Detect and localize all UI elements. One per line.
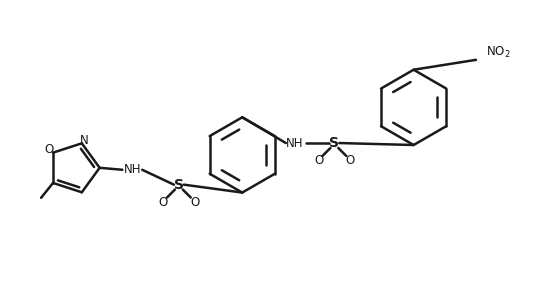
Text: NO$_2$: NO$_2$: [485, 45, 510, 61]
Text: S: S: [174, 178, 184, 192]
Text: S: S: [329, 136, 339, 150]
Text: N: N: [79, 134, 88, 147]
Text: NH: NH: [286, 136, 303, 150]
Text: O: O: [346, 154, 355, 167]
Text: NH: NH: [124, 163, 141, 176]
Text: O: O: [190, 196, 199, 209]
Text: O: O: [45, 143, 54, 156]
Text: O: O: [314, 154, 323, 167]
Text: O: O: [158, 196, 168, 209]
